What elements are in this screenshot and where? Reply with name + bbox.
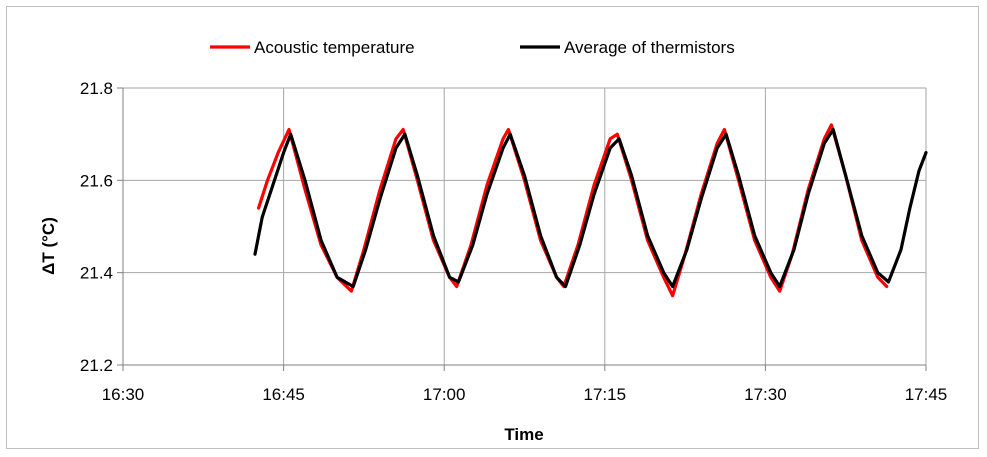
y-tick-label: 21.6 [80, 171, 113, 190]
axes [117, 87, 927, 371]
chart-area [6, 6, 979, 449]
y-tick-label: 21.4 [80, 264, 113, 283]
x-tick-label: 17:30 [744, 385, 787, 404]
legend-label: Acoustic temperature [254, 38, 415, 57]
legend: Acoustic temperature Average of thermisto… [210, 38, 735, 57]
x-tick-label: 16:30 [102, 385, 145, 404]
x-tick-label: 16:45 [262, 385, 305, 404]
x-tick-label: 17:45 [905, 385, 948, 404]
series-average-of-thermistors [253, 127, 928, 289]
y-tick-label: 21.8 [80, 79, 113, 98]
tick-labels: 21.2 21.4 21.6 21.8 16:30 16:45 17:00 17:15 17:3… [80, 79, 947, 404]
y-tick-label: 21.2 [80, 356, 113, 375]
x-tick-label: 17:00 [423, 385, 466, 404]
y-axis-title: ΔT (°C) [39, 217, 58, 275]
x-tick-label: 17:15 [584, 385, 627, 404]
legend-label: Average of thermistors [564, 38, 735, 57]
series-lines [253, 123, 928, 298]
gridlines [123, 87, 927, 365]
x-axis-title: Time [504, 425, 543, 444]
